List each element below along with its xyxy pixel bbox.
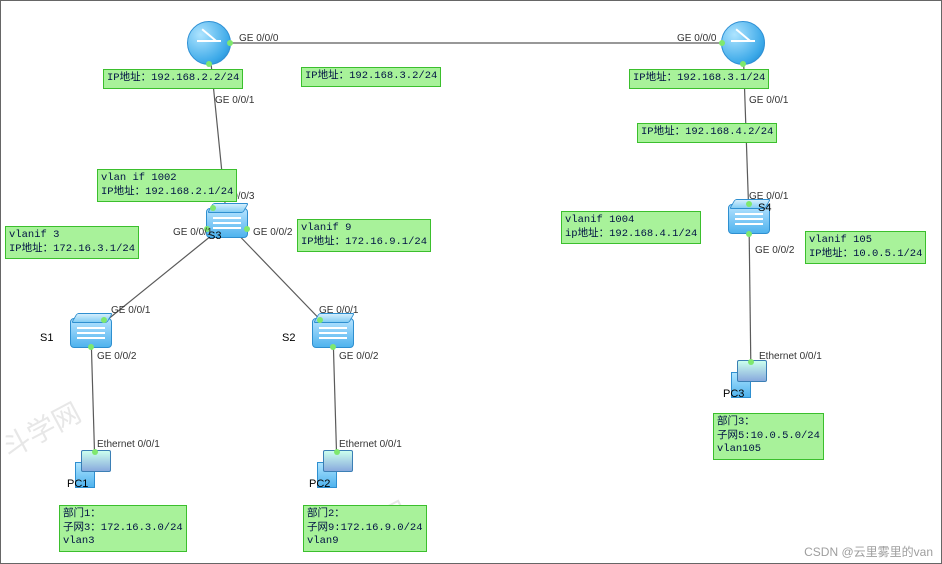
info-label: IP地址：192.168.3.2/24	[301, 67, 441, 87]
node-label: R1	[183, 0, 197, 3]
node-label: S4	[758, 202, 771, 214]
port-label: GE 0/0/1	[111, 305, 150, 316]
node-r2[interactable]: R2	[721, 21, 765, 65]
port-dot	[719, 40, 725, 46]
topology-canvas: { "canvas":{"w":942,"h":564,"bg":"#fffff…	[0, 0, 942, 564]
port-dot	[748, 359, 754, 365]
node-pc3[interactable]: PC3	[731, 362, 771, 396]
port-label: GE 0/0/1	[749, 95, 788, 106]
port-dot	[227, 40, 233, 46]
info-label: vlanif 3 IP地址：172.16.3.1/24	[5, 226, 139, 259]
port-dot	[330, 344, 336, 350]
port-label: GE 0/0/2	[97, 351, 136, 362]
info-label: 部门2： 子网9:172.16.9.0/24 vlan9	[303, 505, 427, 552]
port-label: GE 0/0/1	[215, 95, 254, 106]
node-label: PC1	[67, 478, 88, 490]
node-r1[interactable]: R1	[187, 21, 231, 65]
port-label: GE 0/0/1	[319, 305, 358, 316]
port-label: GE 0/0/1	[173, 227, 212, 238]
info-label: 部门3： 子网5:10.0.5.0/24 vlan105	[713, 413, 824, 460]
port-dot	[746, 231, 752, 237]
router-icon	[721, 21, 765, 65]
node-s4[interactable]: S4	[728, 204, 770, 234]
port-dot	[206, 61, 212, 67]
info-label: IP地址：192.168.4.2/24	[637, 123, 777, 143]
port-label: GE 0/0/2	[755, 245, 794, 256]
port-label: GE 0/0/1	[749, 191, 788, 202]
node-label: S2	[282, 332, 295, 344]
port-dot	[88, 344, 94, 350]
port-label: GE 0/0/0	[239, 33, 278, 44]
port-label: Ethernet 0/0/1	[97, 439, 160, 450]
node-label: R2	[717, 0, 731, 3]
info-label: IP地址：192.168.2.2/24	[103, 69, 243, 89]
info-label: IP地址：192.168.3.1/24	[629, 69, 769, 89]
port-label: Ethernet 0/0/1	[339, 439, 402, 450]
router-icon	[187, 21, 231, 65]
port-dot	[317, 317, 323, 323]
node-label: S1	[40, 332, 53, 344]
info-label: vlanif 1004 ip地址：192.168.4.1/24	[561, 211, 701, 244]
info-label: vlanif 105 IP地址：10.0.5.1/24	[805, 231, 926, 264]
info-label: vlanif 9 IP地址：172.16.9.1/24	[297, 219, 431, 252]
port-label: GE 0/0/0	[677, 33, 716, 44]
node-label: PC2	[309, 478, 330, 490]
port-label: Ethernet 0/0/1	[759, 351, 822, 362]
port-label: GE 0/0/2	[339, 351, 378, 362]
port-dot	[740, 61, 746, 67]
port-dot	[210, 205, 216, 211]
port-label: GE 0/0/2	[253, 227, 292, 238]
info-label: 部门1： 子网3：172.16.3.0/24 vlan3	[59, 505, 187, 552]
info-label: vlan if 1002 IP地址：192.168.2.1/24	[97, 169, 237, 202]
node-pc1[interactable]: PC1	[75, 452, 115, 486]
node-pc2[interactable]: PC2	[317, 452, 357, 486]
port-dot	[244, 226, 250, 232]
node-label: PC3	[723, 388, 744, 400]
port-dot	[101, 317, 107, 323]
credit-text: CSDN @云里雾里的van	[804, 543, 933, 560]
